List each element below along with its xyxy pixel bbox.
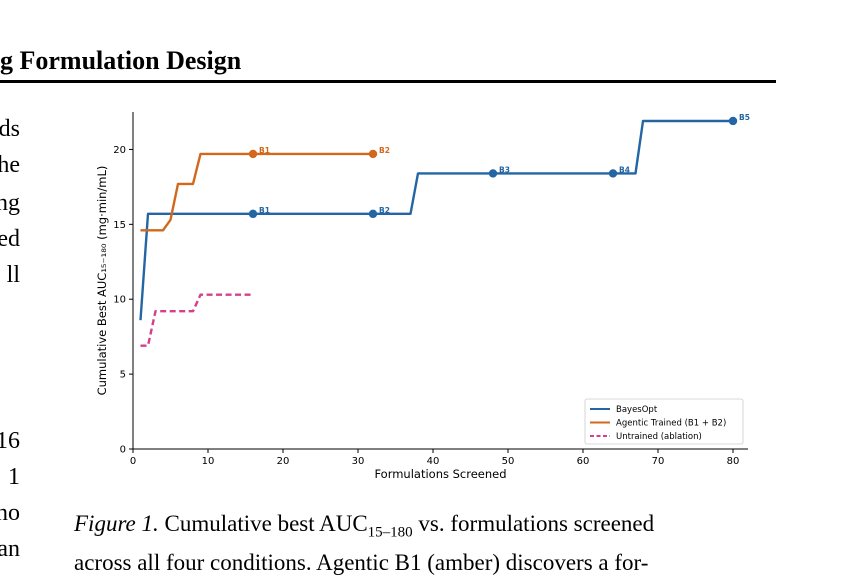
- marker-label: B4: [619, 165, 630, 174]
- series-line: [140, 152, 373, 232]
- text-fragment: ng: [0, 190, 20, 216]
- series-marker: [368, 209, 378, 219]
- marker-label: B3: [499, 165, 510, 174]
- legend-label: Untrained (ablation): [616, 432, 702, 442]
- legend-label: Agentic Trained (B1 + B2): [616, 419, 726, 429]
- text-fragment: 1: [8, 464, 20, 490]
- marker-label: B2: [379, 206, 390, 215]
- text-fragment: an: [0, 536, 20, 562]
- marker-label: B2: [379, 146, 390, 155]
- caption-line1-rest: vs. formulations screened: [412, 511, 655, 536]
- legend-box: [584, 398, 744, 445]
- section-rule: [0, 80, 776, 83]
- x-tick-label: 20: [277, 456, 290, 467]
- y-tick-label: 10: [113, 295, 126, 306]
- legend-label: BayesOpt: [616, 405, 658, 415]
- y-tick-label: 15: [113, 220, 126, 231]
- text-fragment: ll: [6, 262, 20, 288]
- text-fragment: ed: [0, 226, 20, 252]
- series-marker: [608, 169, 618, 178]
- caption-line2: across all four conditions. Agentic B1 (…: [74, 549, 649, 575]
- text-fragment: 16: [0, 428, 20, 454]
- series-line: [140, 293, 253, 347]
- x-tick-label: 30: [352, 456, 365, 467]
- marker-label: B1: [259, 146, 270, 155]
- x-tick-label: 50: [502, 456, 515, 467]
- text-fragment: ds: [0, 116, 20, 142]
- y-tick-label: 0: [120, 445, 126, 456]
- series-marker: [488, 169, 498, 178]
- marker-label: B1: [259, 206, 270, 215]
- series-marker: [368, 149, 378, 159]
- cumulative-auc-chart: 0 10 20 30 40 50 60 70 80 0 5 10 15 20 Formulations Sc…: [95, 112, 750, 481]
- x-tick-label: 40: [427, 456, 440, 467]
- y-tick-label: 5: [120, 370, 126, 381]
- x-tick-label: 0: [130, 456, 136, 467]
- y-tick-label: 20: [113, 145, 126, 156]
- x-tick-label: 80: [727, 456, 740, 467]
- series-marker: [248, 149, 258, 159]
- y-axis-label: Cumulative Best AUC₁₅₋₁₈₀ (mg·min/mL): [95, 166, 109, 396]
- caption-line1: Cumulative best AUC: [158, 511, 368, 536]
- text-fragment: he: [0, 152, 20, 178]
- x-axis-label: Formulations Screened: [374, 467, 506, 481]
- left-column-fragments: ds he ng ed ll 16 1 no an: [0, 0, 30, 579]
- section-title: g Formulation Design: [0, 46, 242, 75]
- x-tick-label: 10: [202, 456, 215, 467]
- x-tick-label: 70: [652, 456, 665, 467]
- figure-caption: Figure 1. Cumulative best AUC15–180 vs. …: [74, 509, 784, 578]
- marker-label: B5: [739, 113, 750, 122]
- series-marker: [248, 209, 258, 219]
- text-fragment: no: [0, 500, 20, 526]
- series-marker: [728, 116, 738, 126]
- series-line: [139, 119, 733, 321]
- x-tick-label: 60: [577, 456, 590, 467]
- figure-label: Figure 1.: [74, 511, 159, 536]
- caption-subscript: 15–180: [367, 524, 413, 541]
